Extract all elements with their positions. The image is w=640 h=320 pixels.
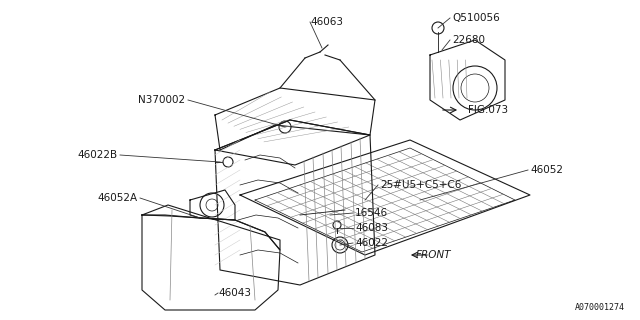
Text: 22680: 22680 [452, 35, 485, 45]
Text: 25#U5+C5+C6: 25#U5+C5+C6 [380, 180, 461, 190]
Text: FRONT: FRONT [416, 250, 451, 260]
Text: A070001274: A070001274 [575, 303, 625, 312]
Text: 46063: 46063 [310, 17, 343, 27]
Text: 46022B: 46022B [78, 150, 118, 160]
Text: FIG.073: FIG.073 [468, 105, 508, 115]
Text: 16546: 16546 [355, 208, 388, 218]
Text: 46052A: 46052A [98, 193, 138, 203]
Text: N370002: N370002 [138, 95, 185, 105]
Text: 46022: 46022 [355, 238, 388, 248]
Text: 46043: 46043 [218, 288, 251, 298]
Text: Q510056: Q510056 [452, 13, 500, 23]
Text: 46083: 46083 [355, 223, 388, 233]
Text: 46052: 46052 [530, 165, 563, 175]
